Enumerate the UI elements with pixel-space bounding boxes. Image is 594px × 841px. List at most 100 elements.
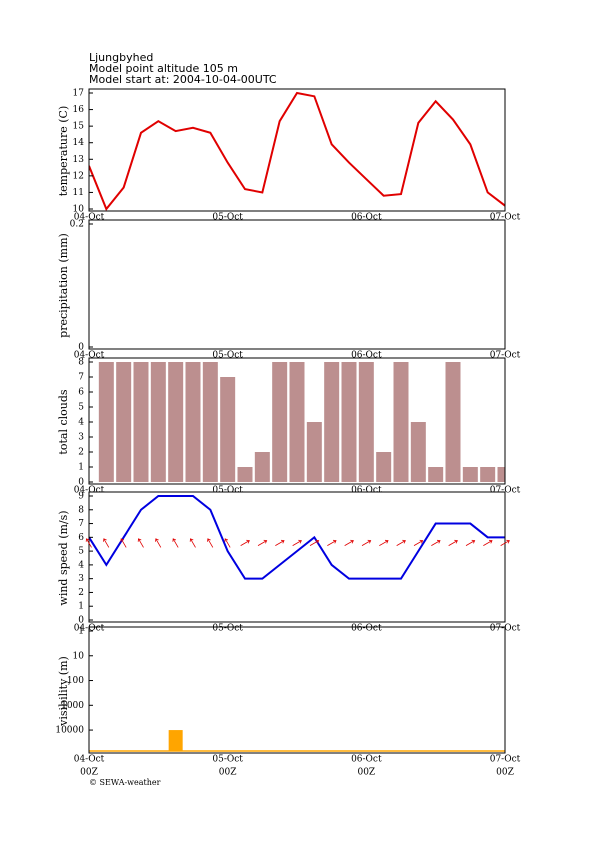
y-tick-label: 10000 bbox=[55, 726, 84, 736]
y-tick-label: 0 bbox=[78, 478, 84, 488]
bar bbox=[237, 467, 253, 482]
bar bbox=[98, 362, 114, 482]
y-tick-label: 100 bbox=[67, 676, 84, 686]
wind-arrow bbox=[361, 539, 372, 546]
x-tick-label: 04-Oct bbox=[74, 755, 105, 765]
plot-frame bbox=[88, 88, 506, 212]
bar bbox=[376, 452, 392, 482]
y-tick-label: 1000 bbox=[61, 701, 84, 711]
y-tick-label: 4 bbox=[78, 418, 84, 428]
credit: © SEWA-weather bbox=[89, 778, 161, 787]
y-tick-label: 6 bbox=[78, 388, 84, 398]
y-tick-label: 0.2 bbox=[70, 220, 84, 230]
bar bbox=[410, 422, 426, 482]
y-tick-label: 1 bbox=[78, 463, 84, 473]
panel bbox=[89, 730, 505, 752]
y-tick-label: 9 bbox=[78, 492, 84, 502]
x-tick-label: 07-Oct bbox=[490, 755, 521, 765]
wind-arrow bbox=[413, 539, 424, 546]
wind-arrow bbox=[189, 538, 196, 548]
y-tick-label: 14 bbox=[73, 138, 85, 148]
y-tick-label: 5 bbox=[78, 403, 84, 413]
bar bbox=[358, 362, 374, 482]
panel bbox=[98, 362, 505, 482]
bar bbox=[480, 467, 496, 482]
y-tick-label: 2 bbox=[78, 448, 84, 458]
x-hour-label: 00Z bbox=[80, 768, 98, 778]
x-tick-label: 05-Oct bbox=[212, 486, 243, 496]
bar bbox=[168, 730, 183, 751]
altitude: Model point altitude 105 m bbox=[89, 62, 238, 75]
bar bbox=[445, 362, 461, 482]
wind-arrow bbox=[431, 539, 441, 546]
wind-arrow bbox=[137, 538, 144, 548]
wind-arrow bbox=[120, 538, 127, 548]
y-tick-label: 8 bbox=[78, 505, 84, 515]
x-tick-label: 04-Oct bbox=[74, 351, 105, 361]
wind-arrow bbox=[327, 539, 337, 546]
x-hour-label: 00Z bbox=[219, 768, 237, 778]
y-tick-label: 3 bbox=[78, 574, 84, 584]
bar bbox=[254, 452, 270, 482]
bar bbox=[289, 362, 305, 482]
y-tick-label: 15 bbox=[73, 122, 85, 132]
plot-frame bbox=[88, 626, 506, 754]
bar bbox=[462, 467, 478, 482]
wind-arrow bbox=[483, 539, 493, 546]
x-tick-label: 06-Oct bbox=[351, 351, 382, 361]
x-tick-label: 06-Oct bbox=[351, 486, 382, 496]
plot-frame bbox=[88, 357, 506, 485]
wind-arrow bbox=[292, 539, 302, 546]
wind-arrow bbox=[275, 539, 285, 546]
y-tick-label: 11 bbox=[73, 188, 84, 198]
y-tick-label: 7 bbox=[78, 519, 84, 529]
plot-frame bbox=[88, 491, 506, 623]
y-tick-label: 16 bbox=[73, 105, 85, 115]
x-tick-label: 07-Oct bbox=[490, 213, 521, 223]
wind-arrow bbox=[207, 538, 214, 548]
y-tick-label: 17 bbox=[73, 89, 85, 99]
x-tick-label: 04-Oct bbox=[74, 213, 105, 223]
wind-arrow bbox=[103, 538, 110, 548]
x-tick-label: 06-Oct bbox=[351, 624, 382, 634]
bar bbox=[393, 362, 409, 482]
x-hour-label: 00Z bbox=[496, 768, 514, 778]
bar bbox=[497, 467, 505, 482]
x-tick-label: 05-Oct bbox=[212, 755, 243, 765]
wind-arrow bbox=[379, 539, 389, 546]
line bbox=[89, 91, 505, 211]
wind-arrow bbox=[240, 539, 250, 546]
bar bbox=[185, 362, 201, 482]
bar bbox=[428, 467, 444, 482]
wind-arrow bbox=[309, 539, 320, 546]
bar bbox=[324, 362, 340, 482]
x-tick-label: 06-Oct bbox=[351, 213, 382, 223]
x-tick-label: 05-Oct bbox=[212, 213, 243, 223]
x-tick-label: 06-Oct bbox=[351, 755, 382, 765]
y-axis-label: temperature (C) bbox=[57, 106, 70, 197]
wind-arrow bbox=[257, 539, 268, 546]
bar bbox=[272, 362, 288, 482]
location: Ljungbyhed bbox=[89, 51, 153, 64]
bar bbox=[133, 362, 149, 482]
bar bbox=[116, 362, 132, 482]
bar bbox=[150, 362, 166, 482]
y-tick-label: 7 bbox=[78, 373, 84, 383]
y-tick-label: 13 bbox=[73, 155, 85, 165]
y-tick-label: 2 bbox=[78, 588, 84, 598]
y-axis-label: total clouds bbox=[57, 389, 70, 454]
wind-arrow bbox=[155, 538, 162, 548]
wind-arrow bbox=[224, 538, 231, 548]
y-tick-label: 10 bbox=[73, 651, 85, 661]
wind-arrow bbox=[465, 539, 476, 546]
y-axis-label: visibility (m) bbox=[57, 656, 70, 727]
y-axis-label: wind speed (m/s) bbox=[57, 510, 70, 605]
wind-arrow bbox=[500, 539, 510, 546]
y-tick-label: 12 bbox=[73, 171, 84, 181]
y-tick-label: 1 bbox=[78, 602, 84, 612]
wind-arrow bbox=[448, 539, 458, 546]
bar bbox=[202, 362, 218, 482]
y-tick-label: 6 bbox=[78, 533, 84, 543]
